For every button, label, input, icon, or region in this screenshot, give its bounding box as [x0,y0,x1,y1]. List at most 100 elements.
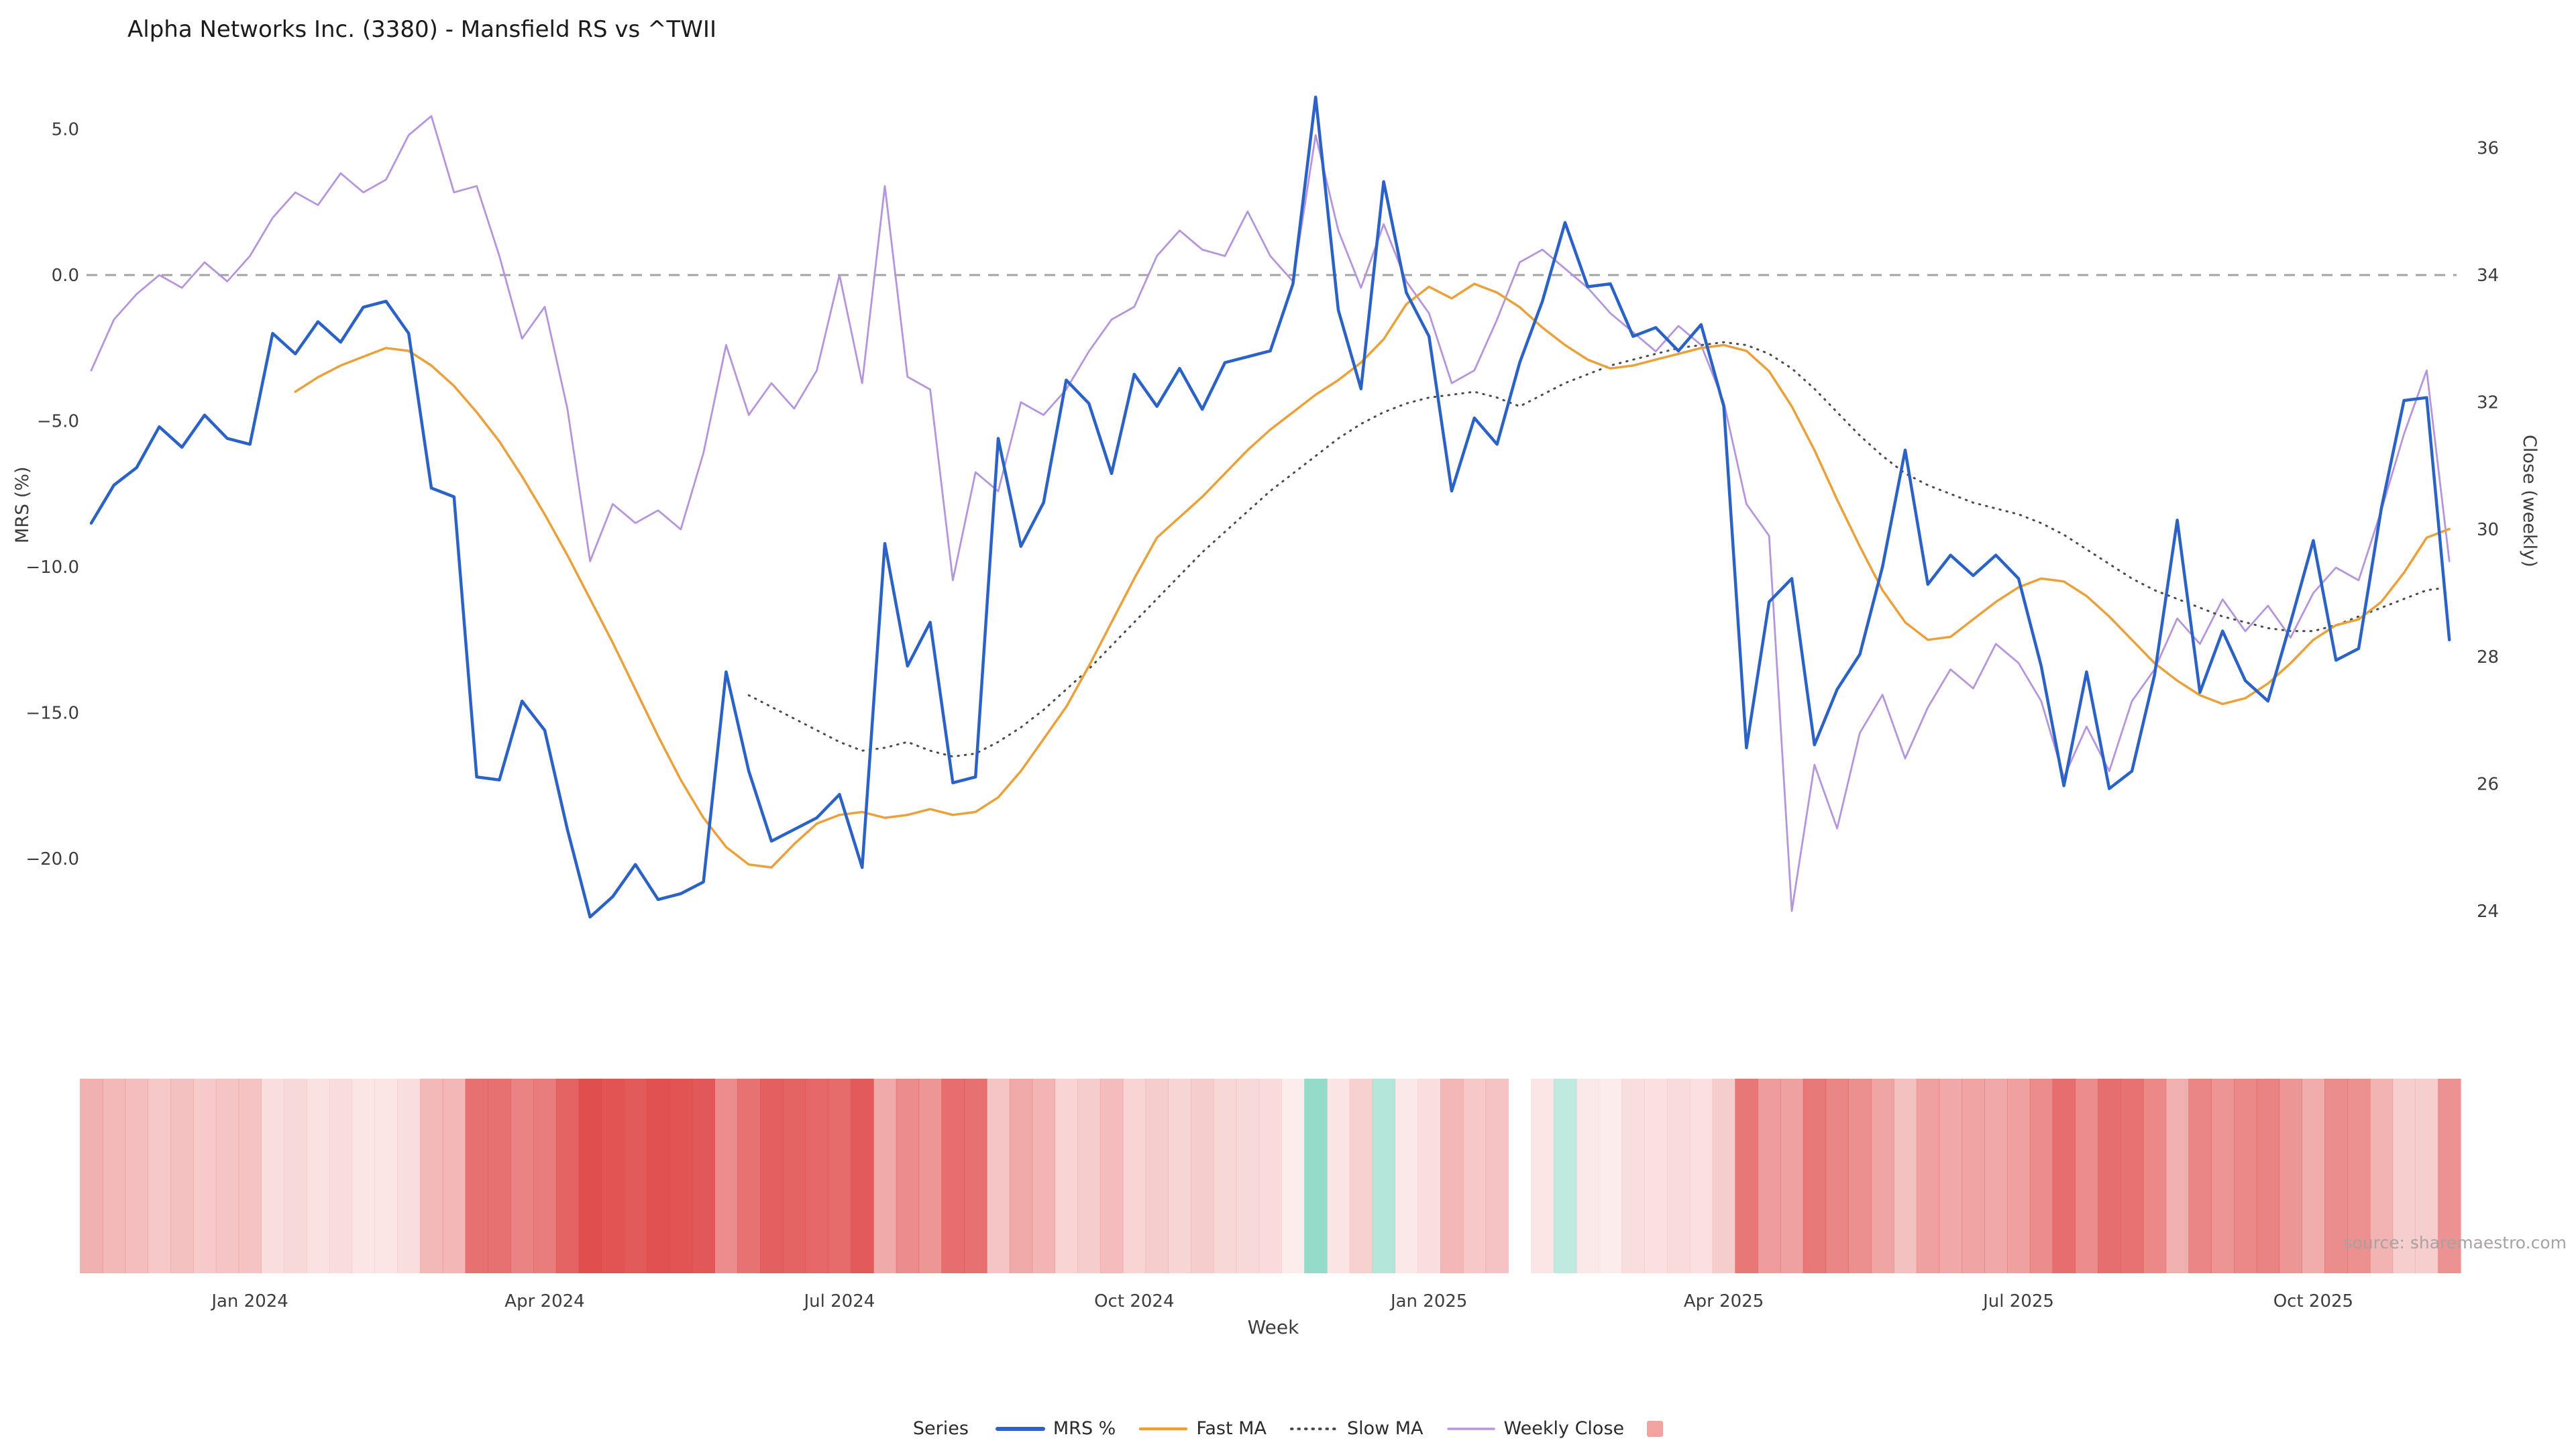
heatmap-cell [2302,1079,2325,1273]
left-axis-tick: −10.0 [25,557,79,578]
heatmap-cell [465,1079,488,1273]
legend-item-heatmap[interactable] [1647,1420,1664,1437]
heatmap-cell [1349,1079,1373,1273]
heatmap-cell [782,1079,806,1273]
heatmap-cell [1712,1079,1735,1273]
left-axis-tick: 0.0 [52,266,79,286]
heatmap-cell [1780,1079,1804,1273]
right-axis-tick: 36 [2477,138,2499,158]
heatmap-cell [2392,1079,2416,1273]
legend: Series MRS % Fast MA Slow MA Weekly Close [0,1418,2576,1439]
heatmap-cell [1689,1079,1713,1273]
heatmap-cell [2438,1079,2461,1273]
heatmap-cell [737,1079,761,1273]
legend-item-label: Fast MA [1196,1418,1267,1439]
heatmap-cell [1372,1079,1395,1273]
right-axis-tick: 32 [2477,393,2499,413]
legend-item-mrs-[interactable]: MRS % [995,1418,1116,1439]
legend-item-label: Weekly Close [1503,1418,1625,1439]
heatmap-cell [148,1079,171,1273]
heatmap-cell [2165,1079,2189,1273]
heatmap-cell [1214,1079,1237,1273]
heatmap-cell [1485,1079,1509,1273]
x-axis-tick: Apr 2024 [504,1291,584,1311]
x-axis-tick: Jan 2024 [210,1291,288,1311]
heatmap-cell [714,1079,738,1273]
left-axis-tick: 5.0 [52,120,79,140]
x-axis-label: Week [1247,1316,1299,1338]
right-axis-label: Close (weekly) [2519,435,2540,568]
series-line-weekly-close [90,115,2451,912]
heatmap-cell [1621,1079,1645,1273]
heatmap-cell [1894,1079,1917,1273]
heatmap-cell [1735,1079,1758,1273]
legend-item-slow-ma[interactable]: Slow MA [1289,1418,1424,1439]
heatmap-cell [1191,1079,1214,1273]
heatmap-cell [1825,1079,1849,1273]
x-axis-tick: Oct 2025 [2273,1291,2353,1311]
x-axis-tick: Jul 2024 [802,1291,875,1311]
heatmap-cell [1803,1079,1827,1273]
right-axis-tick: 24 [2477,902,2499,922]
heatmap-cell [1145,1079,1169,1273]
heatmap-cell [2234,1079,2257,1273]
heatmap-cell [692,1079,715,1273]
heatmap-cell [2007,1079,2031,1273]
heatmap-cell [2279,1079,2302,1273]
heatmap-cell [578,1079,602,1273]
legend-item-weekly-close[interactable]: Weekly Close [1446,1418,1625,1439]
heatmap-cell [1667,1079,1690,1273]
heatmap-cell [2075,1079,2098,1273]
heatmap-cell [125,1079,148,1273]
heatmap-cell [1417,1079,1441,1273]
heatmap-cell [1032,1079,1055,1273]
heatmap-cell [669,1079,693,1273]
heatmap-cell [352,1079,375,1273]
heatmap-cell [80,1079,103,1273]
legend-items: MRS % Fast MA Slow MA Weekly Close [995,1418,1664,1439]
heatmap-cell [1576,1079,1600,1273]
heatmap-cell [987,1079,1010,1273]
heatmap-cell [1077,1079,1101,1273]
heatmap-cell [2211,1079,2235,1273]
heatmap-cell [2347,1079,2371,1273]
heatmap-cell [193,1079,217,1273]
heatmap-cell [760,1079,784,1273]
left-axis-label: MRS (%) [12,466,33,544]
heatmap-cell [1440,1079,1464,1273]
heatmap-cell [2121,1079,2144,1273]
right-axis-tick: 28 [2477,647,2499,667]
heatmap-cell [1599,1079,1622,1273]
heatmap-cell [1758,1079,1781,1273]
series-line-mrs- [89,95,2451,919]
left-axis-tick: −20.0 [25,849,79,869]
right-axis-tick: 26 [2477,774,2499,794]
heatmap-cell [397,1079,421,1273]
heatmap-cell [1168,1079,1191,1273]
heatmap-cell [2143,1079,2167,1273]
heatmap-cell [1100,1079,1124,1273]
chart-title: Alpha Networks Inc. (3380) - Mansfield R… [127,16,716,43]
heatmap-cell [1984,1079,2008,1273]
heatmap-cell [307,1079,330,1273]
heatmap-cell [1531,1079,1554,1273]
legend-swatch-line [1289,1427,1338,1430]
legend-item-fast-ma[interactable]: Fast MA [1138,1418,1267,1439]
heatmap-cell [511,1079,534,1273]
legend-swatch-line [1446,1427,1495,1430]
heatmap-cell [2415,1079,2438,1273]
heatmap-cell [805,1079,828,1273]
heatmap-cell [1916,1079,1940,1273]
heatmap-cell [873,1079,897,1273]
heatmap-cell [601,1079,625,1273]
heatmap-cell [1554,1079,1577,1273]
heatmap-cell [2369,1079,2394,1273]
heatmap-cell [261,1079,284,1273]
heatmap-cell [215,1079,239,1273]
heatmap-cell [533,1079,557,1273]
heatmap-cell [624,1079,647,1273]
heatmap-cell [102,1079,126,1273]
series-line-fast-ma [294,282,2451,869]
heatmap-cell [374,1079,398,1273]
